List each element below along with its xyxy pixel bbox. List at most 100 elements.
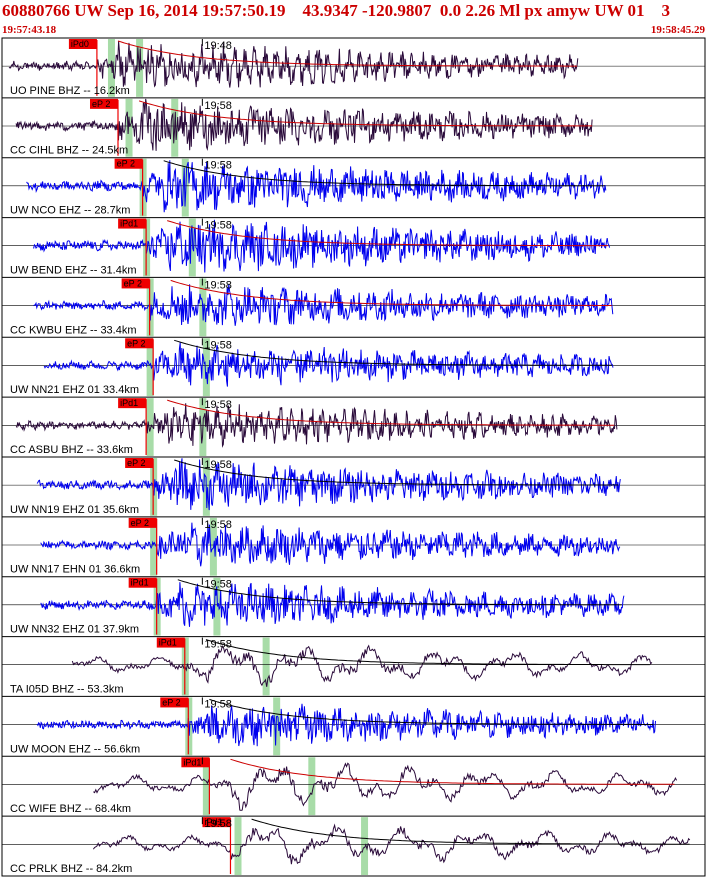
pick-window <box>273 697 281 756</box>
waveform <box>33 284 614 326</box>
trace-row: eP 2 19:58 UW NN19 EHZ 01 35.6km <box>2 456 705 516</box>
minute-tick-label: 19:58 <box>204 339 232 351</box>
waveform <box>26 160 607 213</box>
trace-row: eP 2 19:58 UW NN21 EHZ 01 33.4km <box>2 336 705 397</box>
coda-curve <box>170 279 612 306</box>
minute-tick-label: 19:58 <box>204 160 232 172</box>
trace-row: iPd1 19:58 CC ASBU BHZ -- 33.6km <box>2 396 705 456</box>
pick-label: eP 2 <box>117 159 135 169</box>
pick-label: iPd1 <box>183 757 201 767</box>
pick-box <box>125 458 154 468</box>
trace-row: iPd1 19:58 TA I05D BHZ -- 53.3km <box>2 636 705 696</box>
coda-curve <box>138 100 593 127</box>
trace-label: CC CIHL BHZ -- 24.5km <box>10 145 128 157</box>
waveform <box>40 522 621 567</box>
pick-label: iPd1 <box>131 578 149 588</box>
minute-tick-label: 19:58 <box>204 100 232 112</box>
pick-label: eP 2 <box>131 518 149 528</box>
coda-curve <box>209 698 654 725</box>
trace-row: eP 2 19:58 CC KWBU EHZ -- 33.4km <box>2 276 705 337</box>
trace-label: UW MOON EHZ -- 56.6km <box>10 743 140 755</box>
minute-tick-label: 19:58 <box>204 399 232 411</box>
trace-row: eP 2 19:58 UW MOON EHZ -- 56.6km <box>2 695 705 756</box>
coda-curve <box>205 639 650 666</box>
pick-window <box>262 637 270 696</box>
pick-window <box>146 338 154 397</box>
waveform <box>92 823 691 865</box>
pick-label: iPd0 <box>71 39 89 49</box>
pick-window <box>234 817 242 875</box>
trace-label: UW NN32 EHZ 01 37.9km <box>10 624 139 636</box>
pick-label: iPd1 <box>159 638 177 648</box>
pick-box <box>125 338 154 349</box>
pick-box <box>89 98 118 109</box>
trace-label: UW NCO EHZ -- 28.7km <box>10 205 130 217</box>
trace-label: UW NN19 EHZ 01 35.6km <box>10 504 139 516</box>
waveform <box>93 762 678 811</box>
waveform <box>33 219 611 273</box>
pick-window <box>361 817 369 875</box>
trace-row: iPd1 19:58 UW NN32 EHZ 01 37.9km <box>2 576 705 636</box>
event-title: 60880766 UW Sep 16, 2014 19:57:50.19 43.… <box>2 1 671 20</box>
pick-label: iPd1 <box>120 219 138 229</box>
minute-tick-label: 19:58 <box>204 459 232 471</box>
waveform <box>36 703 656 747</box>
coda-curve <box>230 758 675 785</box>
minute-tick-label: 19:48 <box>204 40 232 52</box>
waveform <box>36 458 621 511</box>
pick-label: iPd1 <box>120 398 138 408</box>
coda-curve <box>177 579 622 606</box>
pick-window <box>308 757 316 816</box>
coda-curve <box>163 160 605 187</box>
pick-box <box>68 39 97 49</box>
pick-window <box>213 577 221 636</box>
pick-window <box>181 158 189 217</box>
pick-box <box>118 398 147 409</box>
pick-label: eP 2 <box>124 278 142 288</box>
pick-window <box>202 338 210 397</box>
minute-tick-label: 19:58 <box>204 579 232 591</box>
pick-box <box>121 278 150 289</box>
waveform <box>40 582 625 627</box>
trace-row: iPd1 19:58 UW BEND EHZ -- 31.4km <box>2 217 705 277</box>
pick-box <box>114 158 143 169</box>
pick-window <box>150 517 158 576</box>
trace-label: CC KWBU EHZ -- 33.4km <box>10 324 137 336</box>
waveform <box>15 98 593 151</box>
pick-box <box>160 697 189 708</box>
waveform <box>71 644 653 687</box>
trace-label: CC WIFE BHZ -- 68.4km <box>10 803 131 815</box>
coda-curve <box>167 399 615 426</box>
plot-header: 60880766 UW Sep 16, 2014 19:57:50.19 43.… <box>0 0 707 38</box>
minute-tick-label: 19:58 <box>204 279 232 291</box>
coda-curve <box>167 220 609 247</box>
start-time-label: 19:57:43.18 <box>2 24 57 36</box>
pick-box <box>118 218 147 229</box>
pick-box <box>156 637 185 648</box>
pick-label: eP 2 <box>162 697 180 707</box>
trace-row: iPd1 CC WIFE BHZ -- 68.4km <box>2 755 705 816</box>
pick-label: eP 2 <box>127 458 145 468</box>
pick-window <box>125 98 133 157</box>
coda-curve <box>174 339 613 366</box>
minute-tick-label: 19:58 <box>204 639 232 651</box>
pick-window <box>146 398 154 456</box>
waveform <box>43 342 614 387</box>
trace-label: CC ASBU BHZ -- 33.6km <box>10 444 133 456</box>
trace-label: TA I05D BHZ -- 53.3km <box>10 683 124 695</box>
coda-curve <box>117 40 577 67</box>
trace-label: UW NN17 EHN 01 36.6km <box>10 564 140 576</box>
waveform <box>8 41 579 88</box>
pick-box <box>181 757 210 768</box>
trace-row: eP 2 19:58 CC CIHL BHZ -- 24.5km <box>2 97 705 157</box>
pick-box <box>128 577 157 588</box>
trace-row: eP 2 19:58 UW NN17 EHN 01 36.6km <box>2 516 705 576</box>
trace-label: UO PINE BHZ -- 16.2km <box>10 85 130 97</box>
coda-curve <box>174 459 619 486</box>
trace-label: CC PRLK BHZ -- 84.2km <box>10 863 132 875</box>
minute-tick-label: 19:58 <box>204 698 232 710</box>
coda-curve <box>251 818 690 845</box>
trace-row: eP 2 19:58 UW NCO EHZ -- 28.7km <box>2 157 705 217</box>
